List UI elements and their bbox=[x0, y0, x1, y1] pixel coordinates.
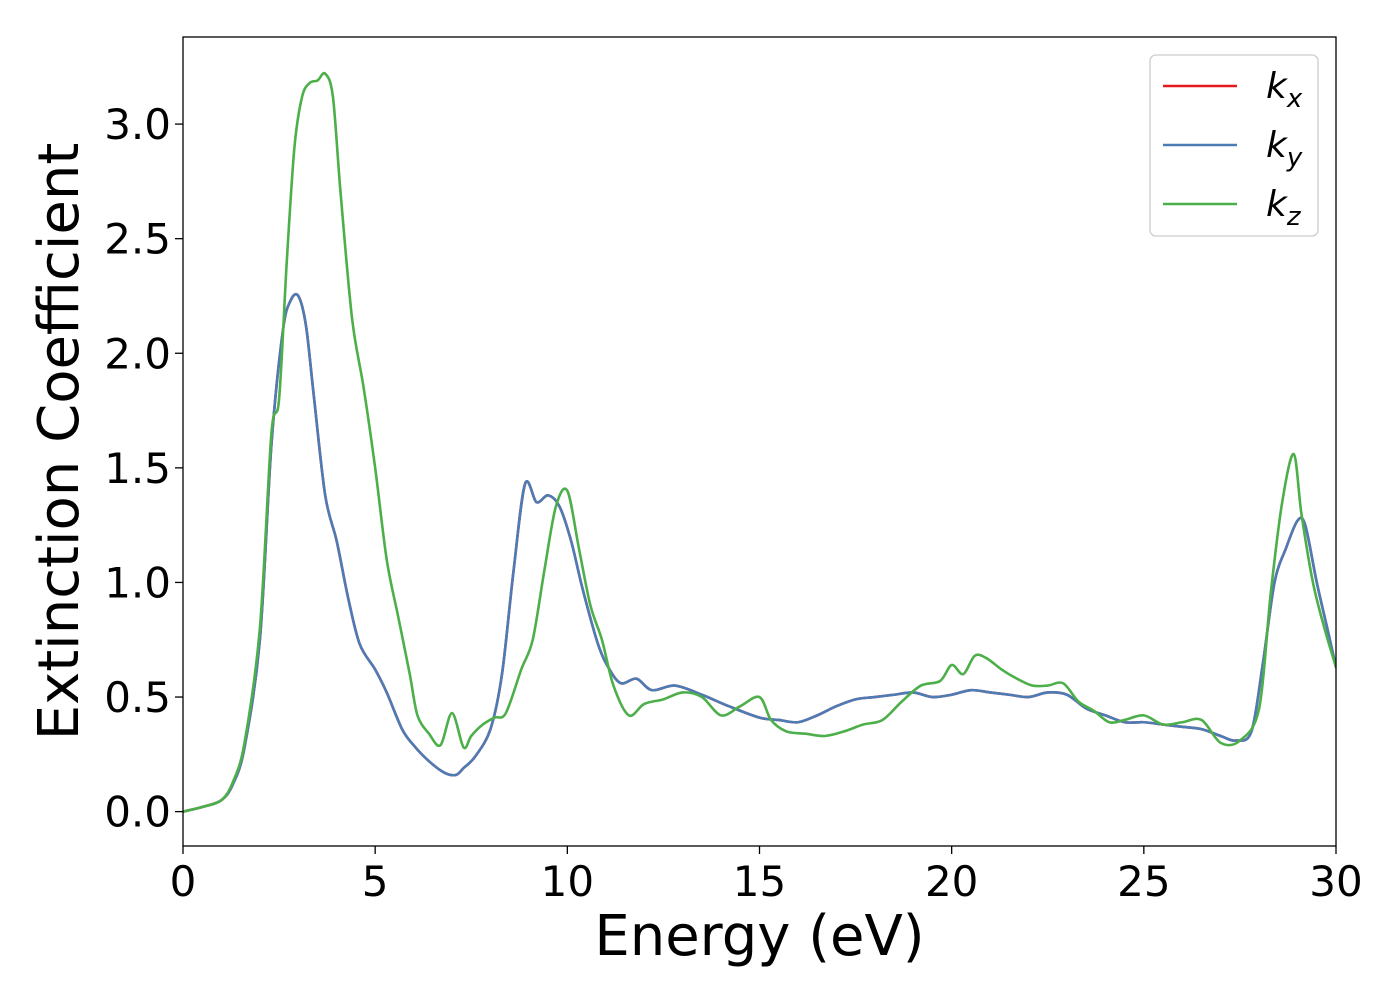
legend-label-x: kx bbox=[1266, 66, 1303, 114]
legend-label-y: ky bbox=[1266, 125, 1303, 173]
legend-label-subscript: y bbox=[1286, 143, 1303, 173]
x-tick-label: 20 bbox=[925, 857, 978, 906]
y-tick-label: 0.5 bbox=[104, 673, 171, 722]
y-tick-label: 1.0 bbox=[104, 558, 171, 607]
y-axis-title: Extinction Coefficient bbox=[27, 143, 92, 741]
y-tick-label: 0.0 bbox=[104, 788, 171, 837]
series-layer bbox=[183, 71, 1336, 813]
x-tick-label: 25 bbox=[1117, 857, 1170, 906]
legend-label-subscript: z bbox=[1286, 202, 1302, 232]
x-tick-label: 15 bbox=[733, 857, 786, 906]
plot-area bbox=[183, 37, 1336, 846]
y-tick-label: 2.0 bbox=[104, 329, 171, 378]
y-axis-ticks: 0.0 0.5 1.0 1.5 2.0 2.5 3.0 bbox=[104, 100, 183, 837]
x-tick-label: 0 bbox=[170, 857, 197, 906]
y-tick-label: 3.0 bbox=[104, 100, 171, 149]
legend-label-z: kz bbox=[1266, 184, 1302, 232]
y-tick-label: 1.5 bbox=[104, 444, 171, 493]
legend-label-base: k bbox=[1266, 125, 1289, 166]
x-tick-label: 30 bbox=[1309, 857, 1362, 906]
x-tick-label: 10 bbox=[541, 857, 594, 906]
x-tick-label: 5 bbox=[362, 857, 389, 906]
legend-label-subscript: x bbox=[1286, 84, 1303, 114]
y-tick-label: 2.5 bbox=[104, 215, 171, 264]
legend-label-base: k bbox=[1266, 184, 1289, 225]
x-axis-ticks: 0 5 10 15 20 25 30 bbox=[170, 846, 1363, 906]
x-axis-title: Energy (eV) bbox=[594, 904, 924, 969]
series-line-z bbox=[183, 71, 1336, 813]
legend-label-base: k bbox=[1266, 66, 1289, 107]
